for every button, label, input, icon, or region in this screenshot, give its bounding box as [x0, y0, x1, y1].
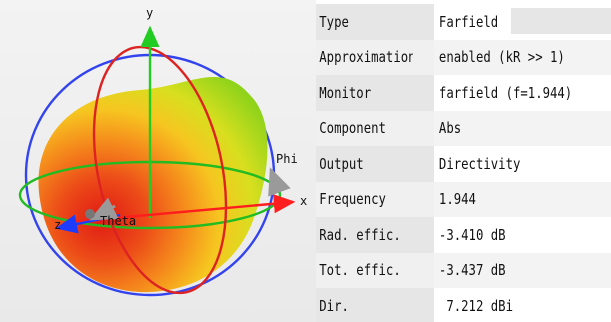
property-key: Dir.	[319, 296, 349, 315]
property-row-component: Component Abs	[316, 110, 611, 146]
origin-point	[85, 209, 95, 219]
property-row-output: Output Directivity	[316, 146, 611, 182]
property-row-rad-effic: Rad. effic. -3.410 dB	[316, 217, 611, 253]
property-value: farfield (f=1.944) [1]	[438, 83, 579, 102]
farfield-3d-plot[interactable]: y x z Phi Theta	[0, 0, 316, 322]
property-value: enabled (kR >> 1)	[438, 48, 565, 67]
phi-arrow	[268, 167, 291, 197]
property-row-tot-effic: Tot. effic. -3.437 dB	[316, 252, 611, 288]
axis-y-label: y	[146, 6, 154, 20]
theta-label: Theta	[100, 214, 137, 228]
ring-red	[92, 45, 228, 295]
radiation-pattern	[38, 76, 268, 293]
axis-z-label: z	[54, 218, 62, 232]
theta-arrow	[89, 197, 119, 221]
property-row-frequency: Frequency 1.944	[316, 181, 611, 217]
property-key: Component	[319, 119, 386, 138]
property-key: Rad. effic.	[319, 225, 401, 244]
axis-x-label: x	[300, 194, 308, 208]
property-row-type: Type Farfield	[316, 4, 611, 40]
type-value-highlight	[511, 8, 611, 34]
property-key: Approximation	[319, 48, 413, 67]
property-value: -3.410 dB	[438, 225, 506, 244]
property-key: Monitor	[319, 83, 372, 102]
property-row-approximation: Approximation enabled (kR >> 1)	[316, 39, 611, 75]
property-value: Farfield	[438, 12, 499, 31]
property-value: Abs	[438, 119, 462, 138]
property-value: -3.437 dB	[438, 261, 506, 280]
farfield-plot-svg	[18, 25, 296, 297]
property-key: Output	[319, 154, 364, 173]
property-row-monitor: Monitor farfield (f=1.944) [1]	[316, 75, 611, 111]
property-key: Tot. effic.	[319, 261, 401, 280]
phi-label: Phi	[276, 152, 298, 166]
property-row-dir: Dir. 7.212 dBi	[316, 288, 611, 322]
farfield-properties-table: Type Farfield Approximation enabled (kR …	[316, 4, 611, 322]
property-key: Type	[319, 12, 349, 31]
property-value: 7.212 dBi	[438, 296, 513, 315]
property-value: 1.944	[438, 190, 476, 209]
property-key: Frequency	[319, 190, 386, 209]
property-value: Directivity	[438, 154, 521, 173]
